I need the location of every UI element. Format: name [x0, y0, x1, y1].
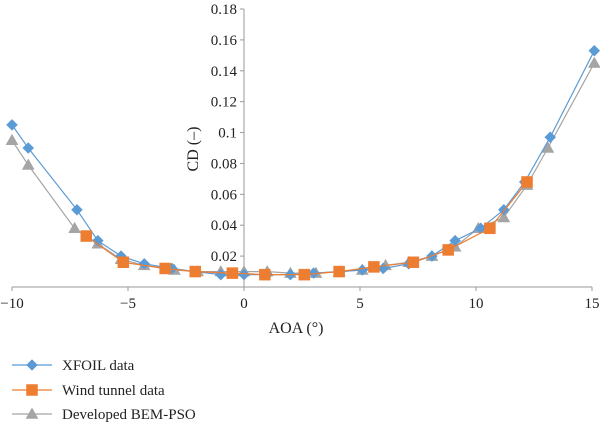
y-axis-title: CD (–) [185, 127, 202, 172]
legend: XFOIL data Wind tunnel data Developed BEM-… [12, 358, 196, 423]
data-point [259, 268, 271, 281]
data-point [159, 262, 171, 275]
y-tick-label: 0.16 [211, 33, 238, 49]
y-tick-label: 0.12 [211, 95, 237, 111]
legend-marker [26, 359, 38, 371]
data-point [91, 234, 104, 247]
legend-label: Wind tunnel data [62, 383, 165, 399]
data-point [189, 265, 202, 278]
data-point [497, 210, 511, 223]
data-point [22, 142, 35, 154]
x-axis-title: AOA (°) [269, 320, 324, 337]
x-tick-label: 5 [356, 296, 364, 312]
x-tick-label: 0 [240, 296, 248, 312]
data-point [226, 267, 239, 279]
data-point [484, 222, 496, 235]
data-point [541, 141, 555, 153]
data-point [5, 133, 19, 146]
legend-item: XFOIL data [12, 358, 135, 374]
data-point [333, 265, 345, 278]
y-tick-labels: 0.02 0.04 0.06 0.08 0.1 0.12 0.14 0.16 0.18 [211, 2, 244, 265]
data-point [117, 256, 130, 269]
series-square [80, 176, 533, 281]
y-tick-label: 0.18 [211, 2, 237, 18]
data-point [588, 44, 600, 57]
legend-marker [26, 384, 38, 396]
data-point [298, 268, 311, 281]
x-tick-label: −10 [0, 296, 23, 312]
y-tick-label: 0.04 [211, 218, 238, 234]
series-triangle [5, 56, 600, 278]
data-point [238, 268, 250, 281]
data-point [544, 131, 557, 144]
data-point [587, 56, 600, 68]
axes [12, 9, 592, 288]
y-tick-label: 0.02 [211, 249, 237, 265]
data-point [368, 261, 380, 273]
y-tick-label: 0.08 [211, 156, 237, 172]
data-point [138, 257, 151, 270]
y-tick-label: 0.14 [211, 64, 238, 80]
data-point [442, 244, 454, 256]
data-point [80, 230, 92, 242]
x-tick-label: −5 [120, 296, 136, 312]
y-tick-label: 0.1 [218, 126, 237, 142]
legend-label: Developed BEM-PSO [62, 407, 196, 423]
series-layer [5, 44, 600, 281]
data-point [521, 176, 533, 188]
x-tick-label: 15 [585, 296, 600, 312]
legend-label: XFOIL data [62, 358, 135, 374]
data-point [407, 256, 420, 269]
y-tick-label: 0.06 [211, 187, 238, 203]
x-tick-labels: −10 −5 0 5 10 15 [0, 287, 600, 312]
series-line [85, 181, 528, 276]
data-point [68, 221, 82, 234]
data-point [214, 268, 227, 281]
data-point [6, 118, 18, 131]
data-point [71, 203, 83, 216]
data-point [21, 158, 35, 170]
legend-item: Wind tunnel data [12, 383, 165, 399]
x-tick-label: 10 [469, 296, 484, 312]
legend-marker [25, 407, 39, 419]
legend-item: Developed BEM-PSO [12, 407, 196, 423]
